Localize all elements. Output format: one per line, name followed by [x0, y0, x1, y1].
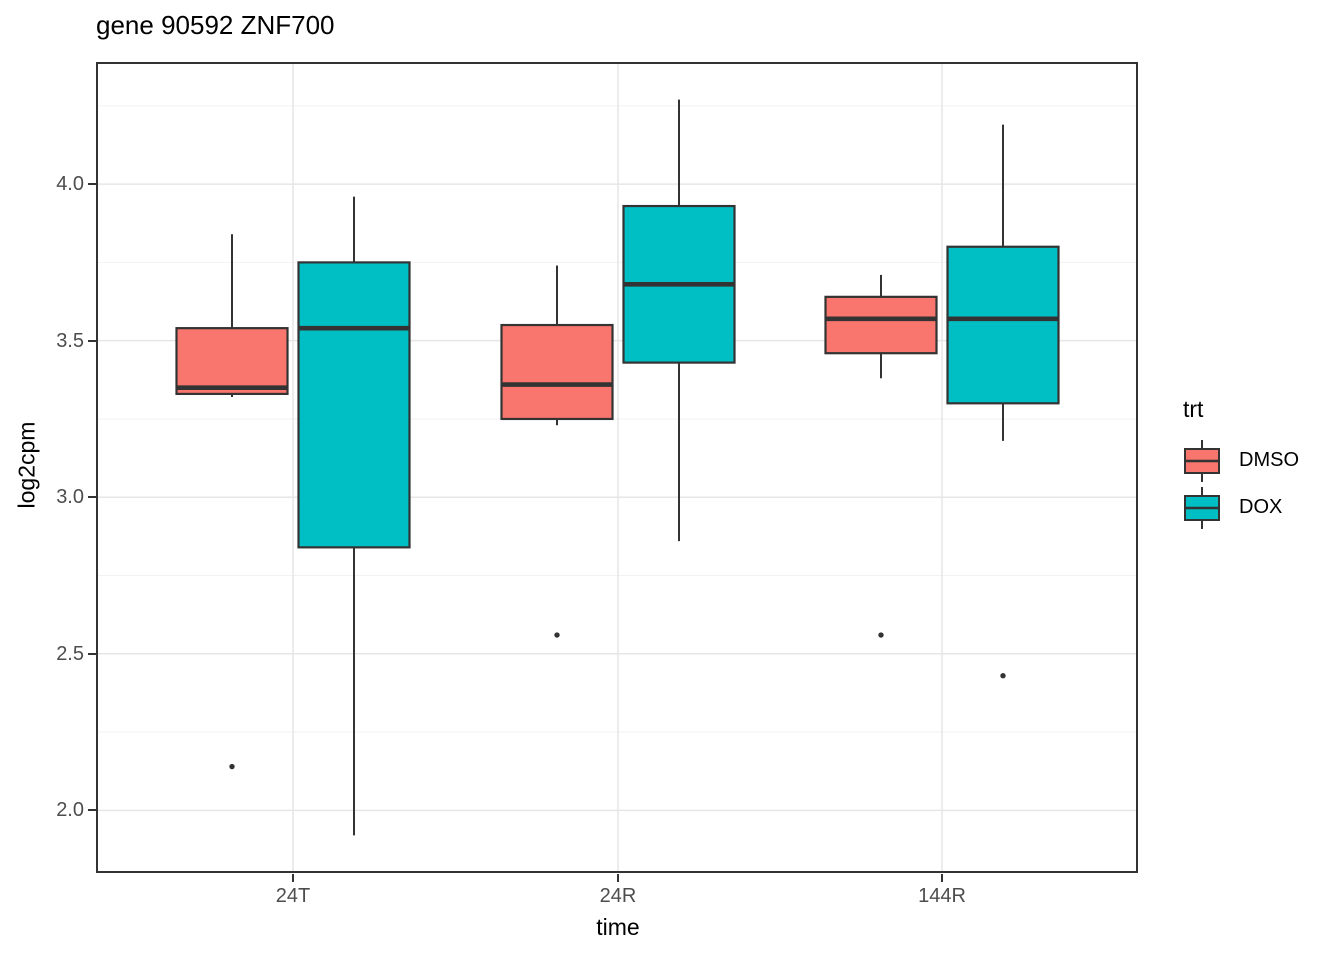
boxplot-canvas	[96, 62, 1138, 873]
y-tick-label: 2.5	[56, 642, 84, 665]
outlier-point	[554, 632, 560, 638]
x-tick-mark	[617, 874, 619, 882]
panel-border	[96, 62, 1138, 873]
x-tick-label: 144R	[918, 885, 966, 907]
box-24R-DOX	[622, 99, 736, 542]
y-tick-mark	[88, 496, 96, 499]
iqr-box	[500, 323, 614, 421]
y-tick-label: 2.0	[56, 799, 84, 822]
legend-entry-dox: DOX	[1183, 484, 1299, 531]
box-24R-DMSO	[500, 265, 614, 638]
y-tick-label: 3.5	[56, 329, 84, 352]
chart-title: gene 90592 ZNF700	[96, 10, 335, 40]
legend-label: DMSO	[1239, 449, 1299, 471]
legend-label: DOX	[1239, 496, 1283, 518]
box-24T-DOX	[297, 196, 411, 836]
plot-panel	[96, 62, 1138, 873]
outlier-point	[878, 632, 884, 638]
iqr-box	[824, 295, 938, 355]
legend-entries: DMSO DOX	[1183, 437, 1299, 531]
box-24T-DMSO	[175, 234, 289, 770]
y-tick-label: 3.0	[56, 486, 84, 509]
x-tick-label: 24T	[275, 885, 311, 907]
x-tick-label: 24R	[599, 885, 637, 907]
x-tick-mark	[941, 874, 943, 882]
iqr-box	[946, 245, 1060, 405]
x-tick-mark	[292, 874, 294, 882]
y-tick-mark	[88, 809, 96, 812]
outlier-point	[1000, 673, 1006, 679]
y-tick-mark	[88, 339, 96, 342]
outlier-point	[229, 763, 235, 770]
iqr-box	[297, 261, 411, 549]
x-axis-title: time	[596, 914, 640, 940]
iqr-box	[175, 327, 289, 396]
box-144R-DOX	[946, 124, 1060, 679]
legend: trt DMSO DOX	[1183, 396, 1299, 531]
legend-title: trt	[1183, 396, 1204, 422]
boxplot-key-icon	[1184, 486, 1220, 529]
y-tick-mark	[88, 652, 96, 655]
y-axis-title: log2cpm	[13, 421, 40, 509]
y-tick-mark	[88, 183, 96, 186]
y-tick-label: 4.0	[56, 173, 84, 196]
boxplot-key-icon	[1184, 439, 1220, 482]
box-144R-DMSO	[824, 274, 938, 638]
legend-entry-dmso: DMSO	[1183, 437, 1299, 484]
